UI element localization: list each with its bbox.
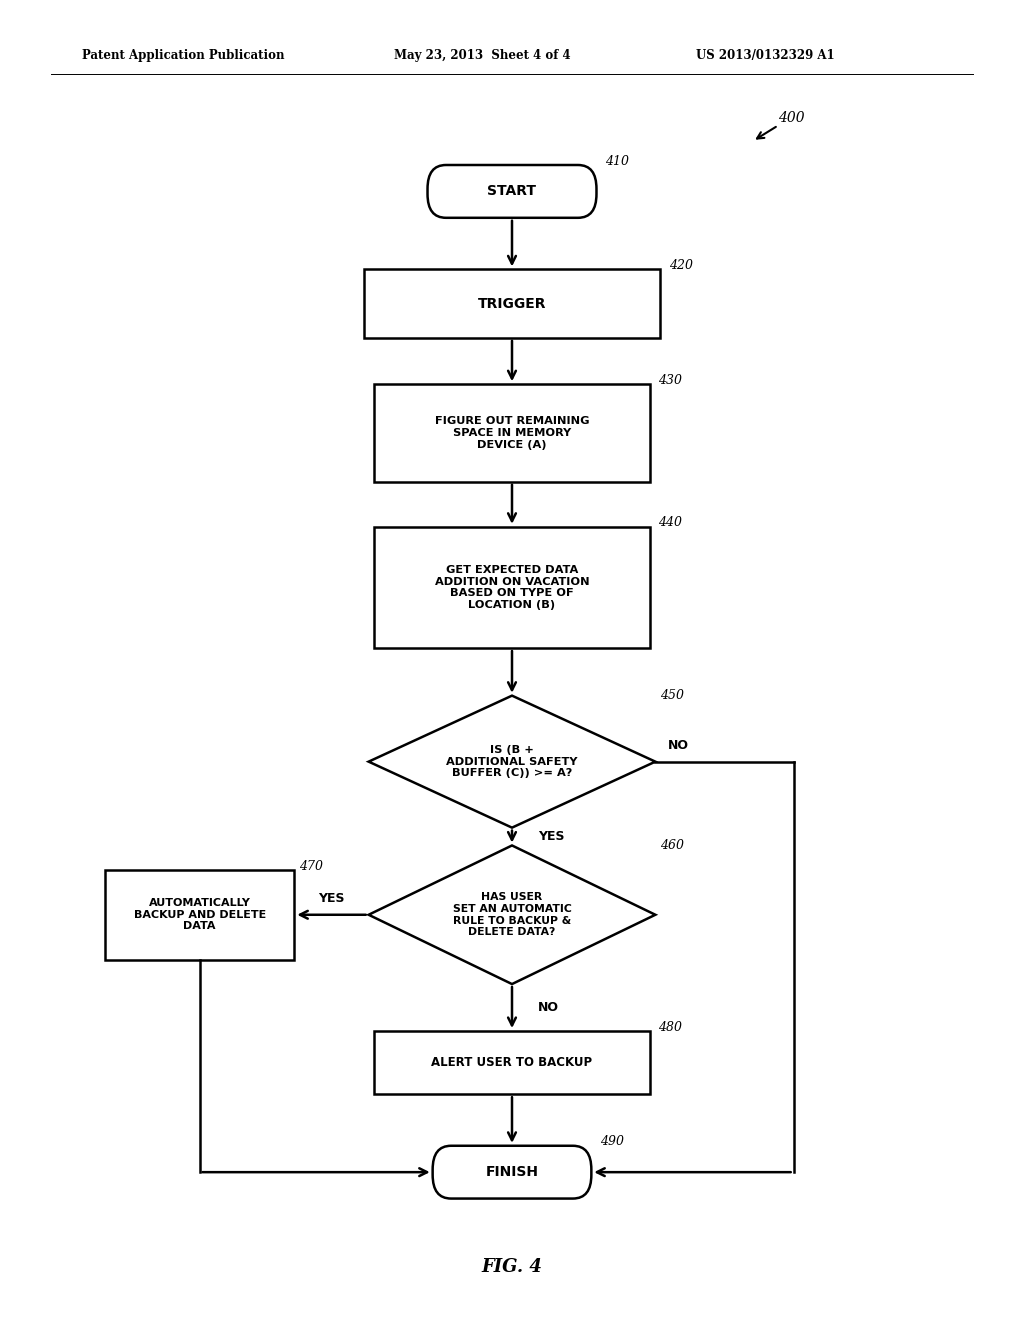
Text: YES: YES [538,830,564,843]
Text: GET EXPECTED DATA
ADDITION ON VACATION
BASED ON TYPE OF
LOCATION (B): GET EXPECTED DATA ADDITION ON VACATION B… [434,565,590,610]
Bar [374,527,650,648]
Text: 460: 460 [660,840,684,853]
Text: ALERT USER TO BACKUP: ALERT USER TO BACKUP [431,1056,593,1069]
Polygon shape [369,846,655,985]
Bar [374,384,650,482]
Bar [364,269,660,338]
Text: 470: 470 [299,859,324,873]
Bar [374,1031,650,1094]
Text: 480: 480 [658,1020,682,1034]
Text: Patent Application Publication: Patent Application Publication [82,49,285,62]
Text: START: START [487,185,537,198]
FancyBboxPatch shape [428,165,596,218]
Text: NO: NO [538,1001,559,1014]
Text: HAS USER
SET AN AUTOMATIC
RULE TO BACKUP &
DELETE DATA?: HAS USER SET AN AUTOMATIC RULE TO BACKUP… [453,892,571,937]
Text: AUTOMATICALLY
BACKUP AND DELETE
DATA: AUTOMATICALLY BACKUP AND DELETE DATA [133,898,266,932]
Text: FIG. 4: FIG. 4 [481,1258,543,1276]
Text: 420: 420 [669,259,692,272]
Text: YES: YES [318,892,345,906]
Text: 440: 440 [658,516,682,529]
Text: TRIGGER: TRIGGER [478,297,546,310]
Text: 430: 430 [658,374,682,387]
Text: May 23, 2013  Sheet 4 of 4: May 23, 2013 Sheet 4 of 4 [394,49,570,62]
Text: 490: 490 [600,1135,624,1148]
Text: 400: 400 [778,111,805,125]
Polygon shape [369,696,655,828]
Text: 410: 410 [604,154,629,168]
Text: IS (B +
ADDITIONAL SAFETY
BUFFER (C)) >= A?: IS (B + ADDITIONAL SAFETY BUFFER (C)) >=… [446,744,578,779]
FancyBboxPatch shape [432,1146,592,1199]
Bar [105,870,295,960]
Text: FINISH: FINISH [485,1166,539,1179]
Text: US 2013/0132329 A1: US 2013/0132329 A1 [696,49,835,62]
Text: NO: NO [668,739,689,752]
Text: FIGURE OUT REMAINING
SPACE IN MEMORY
DEVICE (A): FIGURE OUT REMAINING SPACE IN MEMORY DEV… [435,416,589,450]
Text: 450: 450 [660,689,684,702]
